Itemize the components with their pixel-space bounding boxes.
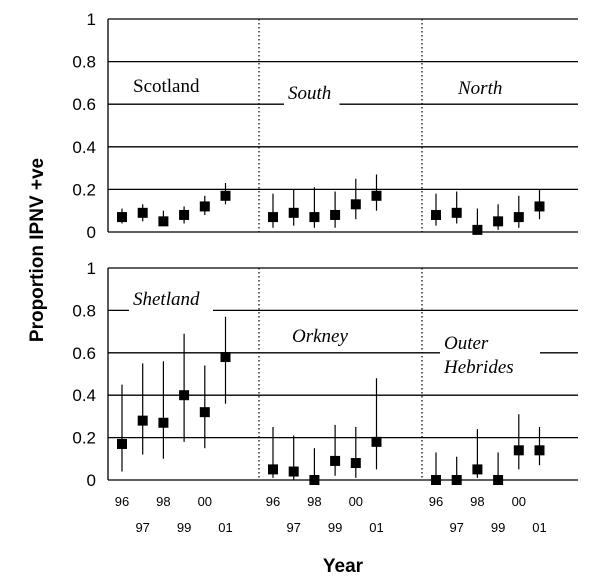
data-point — [220, 190, 231, 201]
data-point — [493, 475, 504, 485]
data-point — [268, 212, 278, 223]
y-tick-label: 0.4 — [72, 138, 96, 157]
data-point — [199, 407, 210, 418]
data-point — [309, 475, 320, 485]
data-point — [220, 352, 231, 363]
region-label-shetland: Shetland — [133, 289, 200, 310]
data-point — [137, 207, 148, 218]
data-point — [534, 201, 545, 212]
data-point — [158, 417, 169, 428]
x-tick-label: 97 — [286, 520, 300, 535]
x-tick-label: 96 — [429, 494, 443, 509]
x-tick-label: 00 — [349, 494, 363, 509]
data-point — [117, 212, 127, 223]
data-point — [288, 466, 299, 477]
data-point — [534, 445, 545, 456]
data-point — [309, 212, 320, 223]
data-point — [199, 201, 210, 212]
data-point — [330, 209, 341, 220]
data-point — [288, 207, 299, 218]
x-tick-label: 98 — [156, 494, 170, 509]
x-tick-label: 01 — [532, 520, 546, 535]
region-label-north: North — [457, 78, 502, 99]
region-label-bg — [284, 80, 340, 106]
data-point — [350, 458, 361, 469]
region-label-bg — [288, 323, 353, 349]
x-tick-label: 99 — [328, 520, 342, 535]
y-tick-label: 0.4 — [72, 386, 96, 405]
data-point — [513, 445, 524, 456]
x-tick-label: 99 — [491, 520, 505, 535]
y-tick-label: 0 — [87, 471, 96, 490]
data-point — [431, 209, 441, 220]
y-tick-label: 0.2 — [72, 180, 96, 199]
region-label-bg — [129, 73, 213, 99]
y-tick-label: 0 — [87, 223, 96, 242]
data-point — [330, 455, 341, 466]
x-tick-label: 98 — [470, 494, 484, 509]
data-point — [158, 216, 169, 227]
x-axis-title: Year — [323, 556, 364, 577]
x-tick-label: 01 — [218, 520, 232, 535]
data-point — [179, 209, 190, 220]
data-point — [493, 216, 504, 227]
data-point — [350, 199, 361, 210]
x-tick-label: 01 — [369, 520, 383, 535]
y-tick-label: 0.6 — [72, 95, 96, 114]
region-label-scotland: Scotland — [133, 76, 200, 97]
region-label-orkney: Orkney — [292, 326, 348, 347]
x-tick-label: 00 — [198, 494, 212, 509]
data-point — [472, 224, 483, 235]
y-tick-label: 0.6 — [72, 344, 96, 363]
data-point — [371, 190, 382, 201]
region-label-bg — [454, 75, 510, 101]
data-point — [137, 415, 148, 426]
data-point — [371, 436, 382, 447]
y-tick-label: 1 — [87, 259, 96, 278]
data-point — [431, 475, 441, 485]
data-point — [451, 207, 462, 218]
y-axis-title: Proportion IPNV +ve — [27, 158, 48, 342]
x-tick-label: 96 — [266, 494, 280, 509]
y-tick-label: 0.2 — [72, 429, 96, 448]
x-tick-label: 96 — [115, 494, 129, 509]
region-label-bg — [440, 330, 540, 382]
x-tick-label: 97 — [135, 520, 149, 535]
data-point — [472, 464, 483, 475]
x-tick-label: 99 — [177, 520, 191, 535]
x-tick-label: 98 — [307, 494, 321, 509]
y-tick-label: 0.8 — [72, 53, 96, 72]
region-label-outer-hebrides: Hebrides — [443, 357, 514, 378]
x-tick-label: 00 — [512, 494, 526, 509]
data-point — [179, 390, 190, 401]
data-point — [513, 212, 524, 223]
y-tick-label: 0.8 — [72, 301, 96, 320]
region-label-south: South — [288, 83, 331, 104]
y-tick-label: 1 — [87, 10, 96, 29]
region-label-bg — [129, 286, 213, 312]
data-point — [451, 475, 462, 485]
region-label-outer-hebrides: Outer — [444, 333, 489, 354]
x-tick-label: 97 — [449, 520, 463, 535]
data-point — [117, 438, 127, 449]
data-point — [268, 464, 278, 475]
